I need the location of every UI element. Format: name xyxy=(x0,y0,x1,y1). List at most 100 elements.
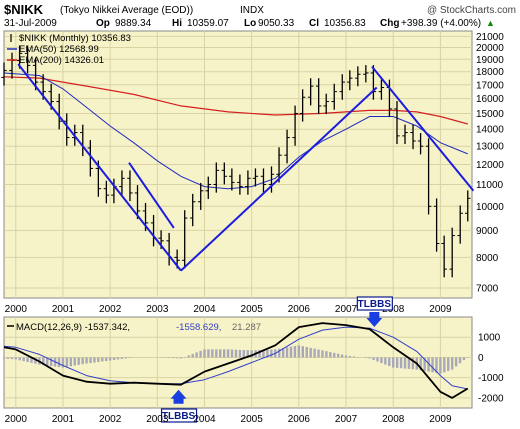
macd-histogram-bar xyxy=(289,346,293,358)
macd-histogram-bar xyxy=(270,349,273,358)
price-y-tick-label: 20000 xyxy=(476,43,504,54)
macd-histogram-bar xyxy=(42,357,45,366)
macd-histogram-bar xyxy=(187,355,190,358)
macd-x-tick-label: 2002 xyxy=(99,414,122,425)
price-y-axis: 7000 8000 9000 10000 11000 12000 13000 14000 150… xyxy=(476,32,504,295)
macd-histogram-bar xyxy=(112,357,116,360)
macd-histogram-bar xyxy=(281,348,285,358)
macd-histogram-bar xyxy=(85,357,88,364)
close-value: 10356.83 xyxy=(324,18,366,29)
macd-histogram-bar xyxy=(447,357,450,371)
macd-histogram-bar xyxy=(439,357,442,374)
change-label: Chg xyxy=(380,18,399,29)
change-up-icon: ▲ xyxy=(486,18,495,28)
macd-histogram-bar xyxy=(427,357,430,372)
open-label: Op xyxy=(96,18,110,29)
macd-histogram-bar xyxy=(344,355,348,358)
macd-y-tick-label: 1000 xyxy=(478,333,501,344)
macd-histogram-bar xyxy=(238,349,242,358)
macd-histogram-bar xyxy=(443,357,446,373)
legend-entry: EMA(200) 14326.01 xyxy=(19,55,104,66)
ema200-series xyxy=(3,76,468,125)
macd-histogram-bar xyxy=(2,357,6,359)
macd-signal-series xyxy=(3,326,468,390)
macd-histogram-bar xyxy=(258,350,261,358)
price-y-tick-label: 11000 xyxy=(476,180,504,191)
price-y-tick-label: 13000 xyxy=(476,142,504,153)
up-arrow-icon xyxy=(170,389,187,404)
macd-histogram-bar xyxy=(179,357,183,359)
macd-histogram-bar xyxy=(207,349,210,358)
macd-x-tick-label: 2000 xyxy=(5,414,28,425)
price-y-tick-label: 17000 xyxy=(476,80,504,91)
macd-histogram-bar xyxy=(321,350,324,358)
macd-histogram-bar xyxy=(46,357,49,366)
macd-histogram-bar xyxy=(293,345,297,358)
macd-histogram-bar xyxy=(222,349,226,358)
macd-histogram-bar xyxy=(384,357,387,365)
macd-histogram-bar xyxy=(309,347,312,358)
trendline xyxy=(128,162,175,229)
macd-histogram-bar xyxy=(230,349,234,358)
price-x-tick-label: 2006 xyxy=(288,304,311,315)
macd-histogram-bar xyxy=(226,349,230,358)
price-grid xyxy=(4,35,472,289)
price-y-tick-label: 7000 xyxy=(476,283,499,294)
macd-histogram-bar xyxy=(167,357,171,358)
price-y-tick-label: 18000 xyxy=(476,67,504,78)
macd-signal-line xyxy=(3,326,468,390)
macd-histogram-bar xyxy=(26,357,29,362)
macd-histogram-bar xyxy=(407,357,411,369)
macd-histogram-bar xyxy=(458,357,462,364)
annotation-label: TLBBS xyxy=(162,411,196,422)
macd-histogram-bar xyxy=(128,357,132,358)
macd-histogram-bar xyxy=(250,350,253,358)
macd-x-tick-label: 2003 xyxy=(146,414,169,425)
low-value: 9050.33 xyxy=(258,18,295,29)
annotation-label: TLBBS xyxy=(358,299,392,310)
price-y-tick-label: 21000 xyxy=(476,32,504,43)
macd-histogram-bar xyxy=(22,357,25,362)
trendlines xyxy=(17,63,475,272)
low-label: Lo xyxy=(244,18,256,29)
macd-histogram-bar xyxy=(348,355,352,358)
price-y-tick-label: 15000 xyxy=(476,109,504,120)
macd-histogram-bar xyxy=(333,352,336,358)
macd-histogram-bar xyxy=(376,357,379,362)
macd-histogram-bar xyxy=(171,357,175,359)
macd-histogram-bar xyxy=(175,357,179,359)
macd-histogram-bar xyxy=(278,348,281,358)
macd-x-tick-label: 2006 xyxy=(288,414,311,425)
macd-histogram-bar xyxy=(352,356,356,358)
macd-histogram-bar xyxy=(388,357,391,367)
high-label: Hi xyxy=(172,18,182,29)
macd-histogram-bar xyxy=(380,357,383,364)
macd-histogram-bar xyxy=(356,356,360,358)
price-x-tick-label: 2002 xyxy=(99,304,122,315)
price-y-tick-label: 8000 xyxy=(476,253,499,264)
macd-histogram-bar xyxy=(262,349,265,358)
price-x-tick-label: 2008 xyxy=(382,304,405,315)
macd-histogram-bar xyxy=(325,351,328,358)
price-y-tick-label: 19000 xyxy=(476,55,504,66)
macd-histogram-bar xyxy=(246,350,249,358)
macd-histogram-bar xyxy=(219,349,222,358)
price-y-tick-label: 14000 xyxy=(476,125,504,136)
macd-histogram-bar xyxy=(336,353,340,358)
macd-histogram-bar xyxy=(435,357,438,373)
macd-histogram-bar xyxy=(195,352,198,358)
macd-legend-entry: 21.287 xyxy=(232,322,261,333)
macd-histogram-bar xyxy=(6,357,10,359)
macd-histogram-bar xyxy=(105,357,108,361)
macd-line xyxy=(3,322,469,399)
macd-histogram-bar xyxy=(285,347,289,358)
macd-histogram-bar xyxy=(108,357,112,361)
price-bars-series xyxy=(1,45,471,278)
annotation-box xyxy=(160,408,198,423)
watermark: @ StockCharts.com xyxy=(427,5,516,16)
macd-histogram-bar xyxy=(431,357,434,373)
high-value: 10359.07 xyxy=(187,18,229,29)
macd-histogram-bar xyxy=(411,357,415,370)
macd-histogram-bar xyxy=(403,357,407,369)
